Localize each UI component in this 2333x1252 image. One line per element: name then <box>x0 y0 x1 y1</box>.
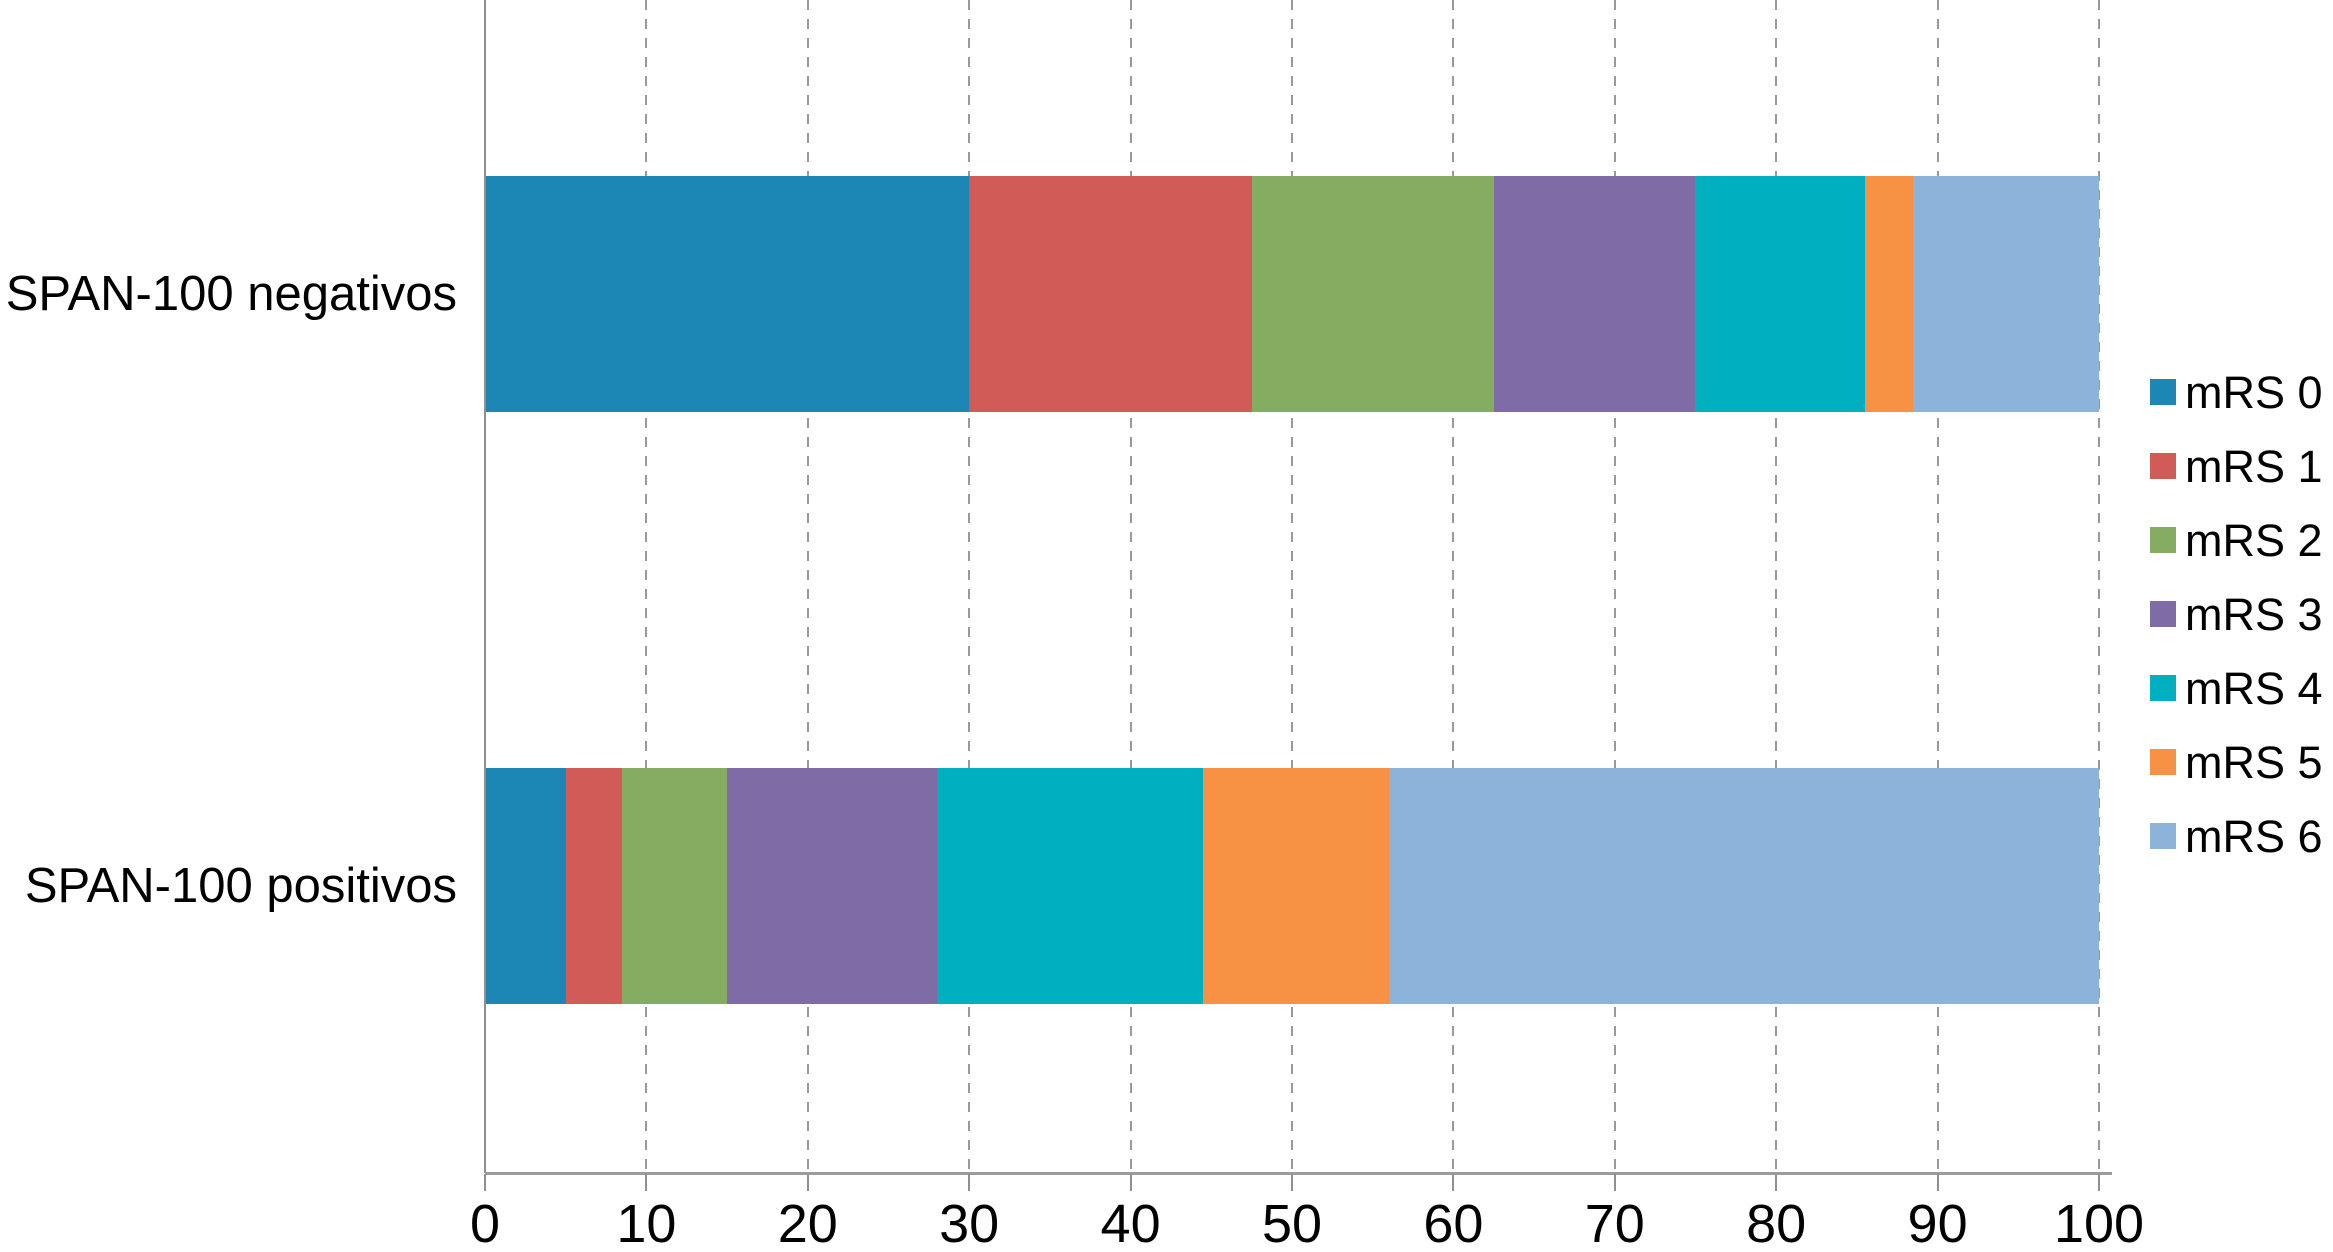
tick-mark-30 <box>968 1174 971 1191</box>
legend-item-mrs-4: mRS 4 <box>2150 651 2323 725</box>
tick-mark-90 <box>1936 1174 1939 1191</box>
bar-segment-mrs-4 <box>936 768 1204 1004</box>
legend-label: mRS 6 <box>2185 810 2323 862</box>
tick-mark-60 <box>1452 1174 1455 1191</box>
y-axis-line <box>484 0 486 1173</box>
plot-area <box>485 0 2100 1173</box>
gridline-x-70 <box>1613 0 1616 1173</box>
legend-swatch-icon <box>2150 527 2176 553</box>
bar-segment-mrs-0 <box>485 768 566 1004</box>
legend-label: mRS 3 <box>2185 588 2323 640</box>
bar-segment-mrs-0 <box>485 176 970 412</box>
gridline-x-90 <box>1936 0 1939 1173</box>
legend-swatch-icon <box>2150 379 2176 405</box>
gridline-x-40 <box>1129 0 1132 1173</box>
x-axis-line <box>485 1172 2112 1175</box>
legend-item-mrs-0: mRS 0 <box>2150 355 2323 429</box>
tick-mark-40 <box>1129 1174 1132 1191</box>
bar-segment-mrs-2 <box>1251 176 1494 412</box>
legend-label: mRS 2 <box>2185 514 2323 566</box>
legend-item-mrs-3: mRS 3 <box>2150 577 2323 651</box>
legend-swatch-icon <box>2150 749 2176 775</box>
tick-label-40: 40 <box>1100 1194 1161 1252</box>
gridline-x-30 <box>968 0 971 1173</box>
gridline-x-20 <box>806 0 809 1173</box>
legend-item-mrs-2: mRS 2 <box>2150 503 2323 577</box>
tick-mark-10 <box>645 1174 648 1191</box>
tick-label-50: 50 <box>1261 1194 1323 1252</box>
bar-segment-mrs-5 <box>1864 176 1914 412</box>
tick-label-100: 100 <box>2053 1194 2145 1252</box>
gridline-x-50 <box>1291 0 1293 1173</box>
legend-label: mRS 5 <box>2185 736 2323 788</box>
tick-label-0: 0 <box>469 1194 501 1252</box>
legend-swatch-icon <box>2150 823 2176 849</box>
tick-label-20: 20 <box>777 1194 838 1252</box>
tick-mark-80 <box>1775 1174 1778 1191</box>
tick-mark-70 <box>1613 1174 1616 1191</box>
tick-mark-100 <box>2098 1174 2100 1191</box>
bar-segment-mrs-4 <box>1695 176 1865 412</box>
tick-label-60: 60 <box>1423 1194 1484 1252</box>
bar-segment-mrs-2 <box>622 768 728 1004</box>
tick-label-10: 10 <box>616 1194 677 1252</box>
legend-swatch-icon <box>2150 453 2176 479</box>
gridline-x-10 <box>645 0 648 1173</box>
tick-label-90: 90 <box>1907 1194 1968 1252</box>
legend-label: mRS 0 <box>2185 366 2323 418</box>
tick-mark-20 <box>806 1174 809 1191</box>
legend-item-mrs-1: mRS 1 <box>2150 429 2323 503</box>
legend-label: mRS 1 <box>2185 440 2323 492</box>
bar-negativos <box>485 176 2099 412</box>
category-label-negativos: SPAN-100 negativos <box>5 267 457 321</box>
bar-segment-mrs-6 <box>1388 768 2099 1004</box>
bar-segment-mrs-3 <box>727 768 937 1004</box>
tick-label-70: 70 <box>1584 1194 1645 1252</box>
tick-label-80: 80 <box>1746 1194 1807 1252</box>
gridline-x-60 <box>1452 0 1455 1173</box>
bar-segment-mrs-1 <box>565 768 623 1004</box>
gridline-x-100 <box>2098 0 2100 1173</box>
bar-segment-mrs-6 <box>1913 176 2099 412</box>
legend: mRS 0 mRS 1 mRS 2 mRS 3 mRS 4 mRS 5 mRS 6 <box>2150 355 2323 873</box>
legend-label: mRS 4 <box>2185 662 2323 714</box>
legend-item-mrs-6: mRS 6 <box>2150 799 2323 873</box>
tick-mark-50 <box>1291 1174 1293 1191</box>
legend-swatch-icon <box>2150 601 2176 627</box>
tick-mark-0 <box>484 1174 486 1191</box>
category-label-positivos: SPAN-100 positivos <box>24 859 457 913</box>
legend-item-mrs-5: mRS 5 <box>2150 725 2323 799</box>
gridline-x-80 <box>1775 0 1778 1173</box>
bar-segment-mrs-1 <box>969 176 1252 412</box>
bar-segment-mrs-5 <box>1203 768 1389 1004</box>
legend-swatch-icon <box>2150 675 2176 701</box>
bar-positivos <box>485 768 2099 1004</box>
tick-label-30: 30 <box>939 1194 1000 1252</box>
bar-segment-mrs-3 <box>1493 176 1696 412</box>
